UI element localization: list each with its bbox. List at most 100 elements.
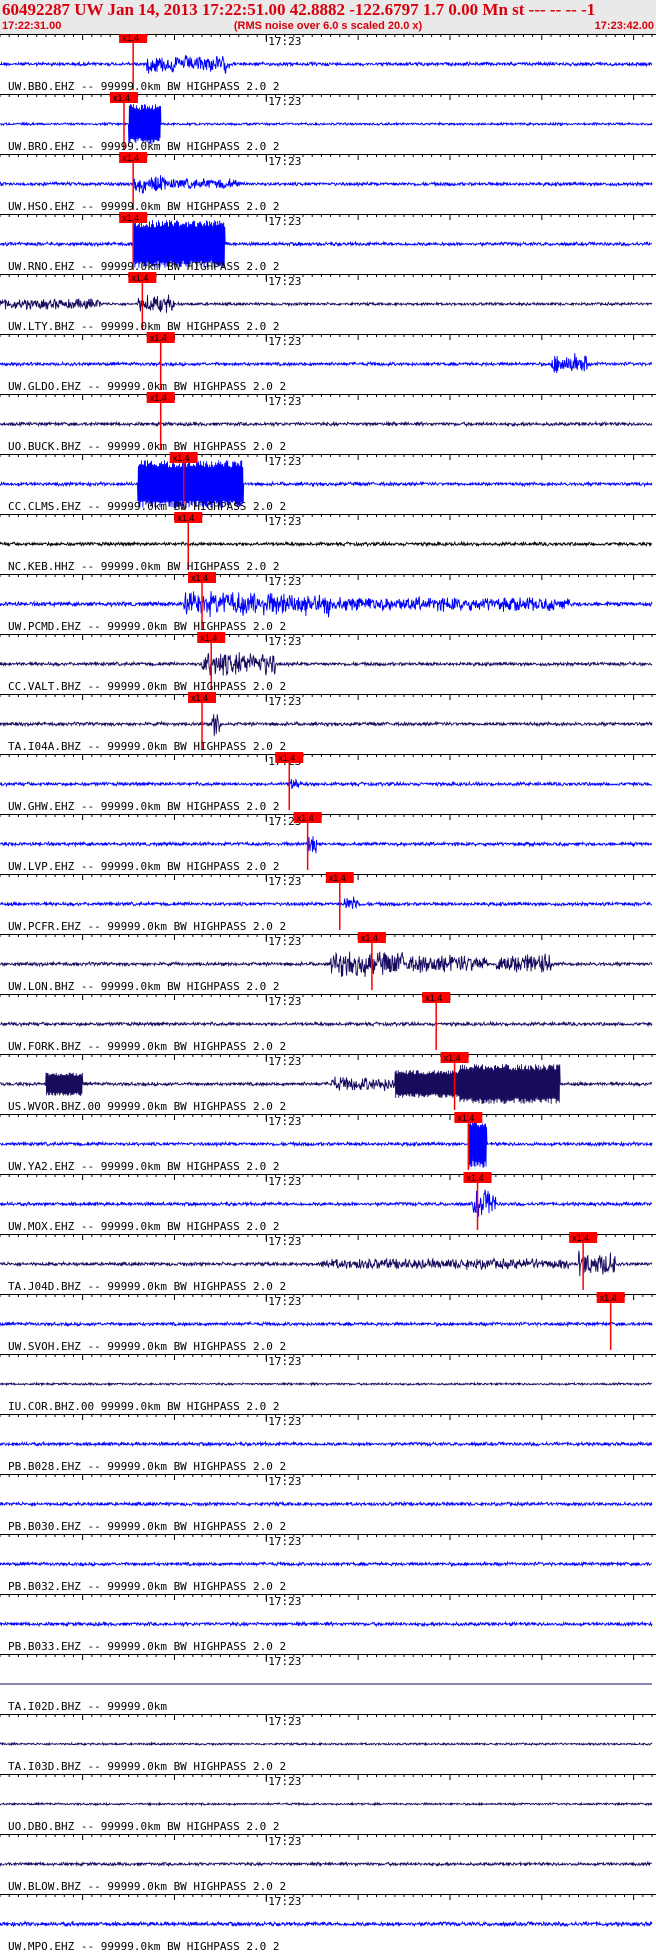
window-end-time: 17:23:42.00 [594,20,654,32]
time-ticks [0,1114,653,1120]
event-title: 60492287 UW Jan 14, 2013 17:22:51.00 42.… [2,0,596,19]
time-ticks [0,1894,653,1900]
station-label: UW.SVOH.EHZ -- 99999.0km BW HIGHPASS 2.0… [8,1340,286,1353]
waveform-line [0,1920,653,1928]
pick-label: x1.4 [122,153,139,163]
pick-label: x1.4 [467,1173,484,1183]
minute-label: 17:23 [268,95,301,108]
pick-label: x1.4 [444,1053,461,1063]
minute-label: 17:23 [268,1295,301,1308]
trace-row: 17:23 PB.B030.EHZ -- 99999.0km BW HIGHPAS… [0,1474,656,1533]
pick-flag [357,932,386,943]
time-ticks [0,34,653,40]
time-ticks [0,1294,653,1300]
pick-label: x1.4 [572,1233,589,1243]
minute-label: 17:23 [268,155,301,168]
minute-label: 17:23 [268,35,301,48]
time-ticks [0,1534,653,1540]
pick-flag [146,392,175,403]
minute-label: 17:23 [268,215,301,228]
pick-flag [596,1292,625,1303]
pick-label: x1.4 [191,573,208,583]
trace-row: 17:23 x1.4 CC.VALT.BHZ -- 99999.0km BW HIG… [0,632,656,693]
pick-flag [275,752,304,763]
waveform-line [0,55,653,75]
waveform-line [0,1189,653,1219]
pick-label: x1.4 [425,993,442,1003]
pick-flag [463,1172,492,1183]
pick-label: x1.4 [177,513,194,523]
trace-row: 17:23 TA.I02D.BHZ -- 99999.0km [0,1654,656,1713]
station-label: UW.BRO.EHZ -- 99999.0km BW HIGHPASS 2.0 … [8,140,280,153]
time-ticks [0,214,653,220]
waveform-line [0,896,653,910]
time-ticks [0,994,653,1000]
station-label: UW.MPO.EHZ -- 99999.0km BW HIGHPASS 2.0 … [8,1940,280,1953]
station-label: UW.YA2.EHZ -- 99999.0km BW HIGHPASS 2.0 … [8,1160,280,1173]
time-ticks [0,694,653,700]
station-label: UW.LVP.EHZ -- 99999.0km BW HIGHPASS 2.0 … [8,860,280,873]
time-ticks [0,1054,653,1060]
pick-label: x1.4 [297,813,314,823]
station-label: PB.B033.EHZ -- 99999.0km BW HIGHPASS 2.0… [8,1640,286,1653]
waveform-line [0,353,653,373]
waveform-line [0,1500,653,1508]
trace-row: 17:23 x1.4 TA.J04D.BHZ -- 99999.0km BW HIG… [0,1232,656,1293]
minute-label: 17:23 [268,1535,301,1548]
minute-label: 17:23 [268,695,301,708]
waveform-line [0,294,653,313]
time-ticks [0,574,653,580]
trace-row: 17:23 x1.4 UW.LON.BHZ -- 99999.0km BW HIGH… [0,932,656,993]
pick-flag [146,332,175,343]
station-label: UW.MOX.EHZ -- 99999.0km BW HIGHPASS 2.0 … [8,1220,280,1233]
station-label: UW.PCFR.EHZ -- 99999.0km BW HIGHPASS 2.0… [8,920,286,933]
minute-label: 17:23 [268,1775,301,1788]
pick-flag [174,512,203,523]
minute-label: 17:23 [268,1715,301,1728]
minute-label: 17:23 [268,1415,301,1428]
pick-label: x1.4 [329,873,346,883]
time-ticks [0,814,653,820]
station-label: UW.GLDO.EHZ -- 99999.0km BW HIGHPASS 2.0… [8,380,286,393]
waveform-line [0,1120,653,1169]
minute-label: 17:23 [268,575,301,588]
time-ticks [0,1174,653,1180]
waveform-line [0,1741,653,1747]
station-label: UW.BBO.EHZ -- 99999.0km BW HIGHPASS 2.0 … [8,80,280,93]
minute-label: 17:23 [268,1355,301,1368]
minute-label: 17:23 [268,635,301,648]
time-ticks [0,1594,653,1600]
trace-row: 17:23 IU.COR.BHZ.00 99999.0km BW HIGHPASS… [0,1354,656,1413]
time-ticks [0,1654,653,1660]
minute-label: 17:23 [268,1115,301,1128]
station-label: NC.KEB.HHZ -- 99999.0km BW HIGHPASS 2.0 … [8,560,280,573]
pick-label: x1.4 [113,93,130,103]
minute-label: 17:23 [268,1895,301,1908]
trace-row: 17:23 x1.4 NC.KEB.HHZ -- 99999.0km BW HIGH… [0,512,656,573]
trace-row: 17:23 x1.4 UW.BRO.EHZ -- 99999.0km BW HIGH… [0,92,656,153]
station-label: TA.I02D.BHZ -- 99999.0km [8,1700,167,1713]
waveform-line [0,175,653,194]
trace-row: 17:23 x1.4 UW.LTY.BHZ -- 99999.0km BW HIGH… [0,272,656,333]
minute-label: 17:23 [268,395,301,408]
trace-row: 17:23 PB.B032.EHZ -- 99999.0km BW HIGHPAS… [0,1534,656,1593]
trace-row: 17:23 PB.B028.EHZ -- 99999.0km BW HIGHPAS… [0,1414,656,1473]
pick-flag [169,452,198,463]
station-label: PB.B032.EHZ -- 99999.0km BW HIGHPASS 2.0… [8,1580,286,1593]
pick-flag [188,572,217,583]
waveform-line [0,104,653,145]
station-label: TA.J04D.BHZ -- 99999.0km BW HIGHPASS 2.0… [8,1280,286,1293]
trace-row: 17:23 x1.4 UW.BBO.EHZ -- 99999.0km BW HIGH… [0,34,656,93]
trace-row: 17:23 UW.MPO.EHZ -- 99999.0km BW HIGHPASS… [0,1894,656,1953]
station-label: IU.COR.BHZ.00 99999.0km BW HIGHPASS 2.0 … [8,1400,280,1413]
station-label: PB.B028.EHZ -- 99999.0km BW HIGHPASS 2.0… [8,1460,286,1473]
minute-label: 17:23 [268,875,301,888]
pick-flag [197,632,226,643]
time-ticks [0,1234,653,1240]
trace-row: 17:23 x1.4 CC.CLMS.EHZ -- 99999.0km BW HIG… [0,452,656,513]
station-label: UW.BLOW.BHZ -- 99999.0km BW HIGHPASS 2.0… [8,1880,286,1893]
trace-row: 17:23 x1.4 UW.YA2.EHZ -- 99999.0km BW HIGH… [0,1112,656,1173]
pick-label: x1.4 [457,1113,474,1123]
